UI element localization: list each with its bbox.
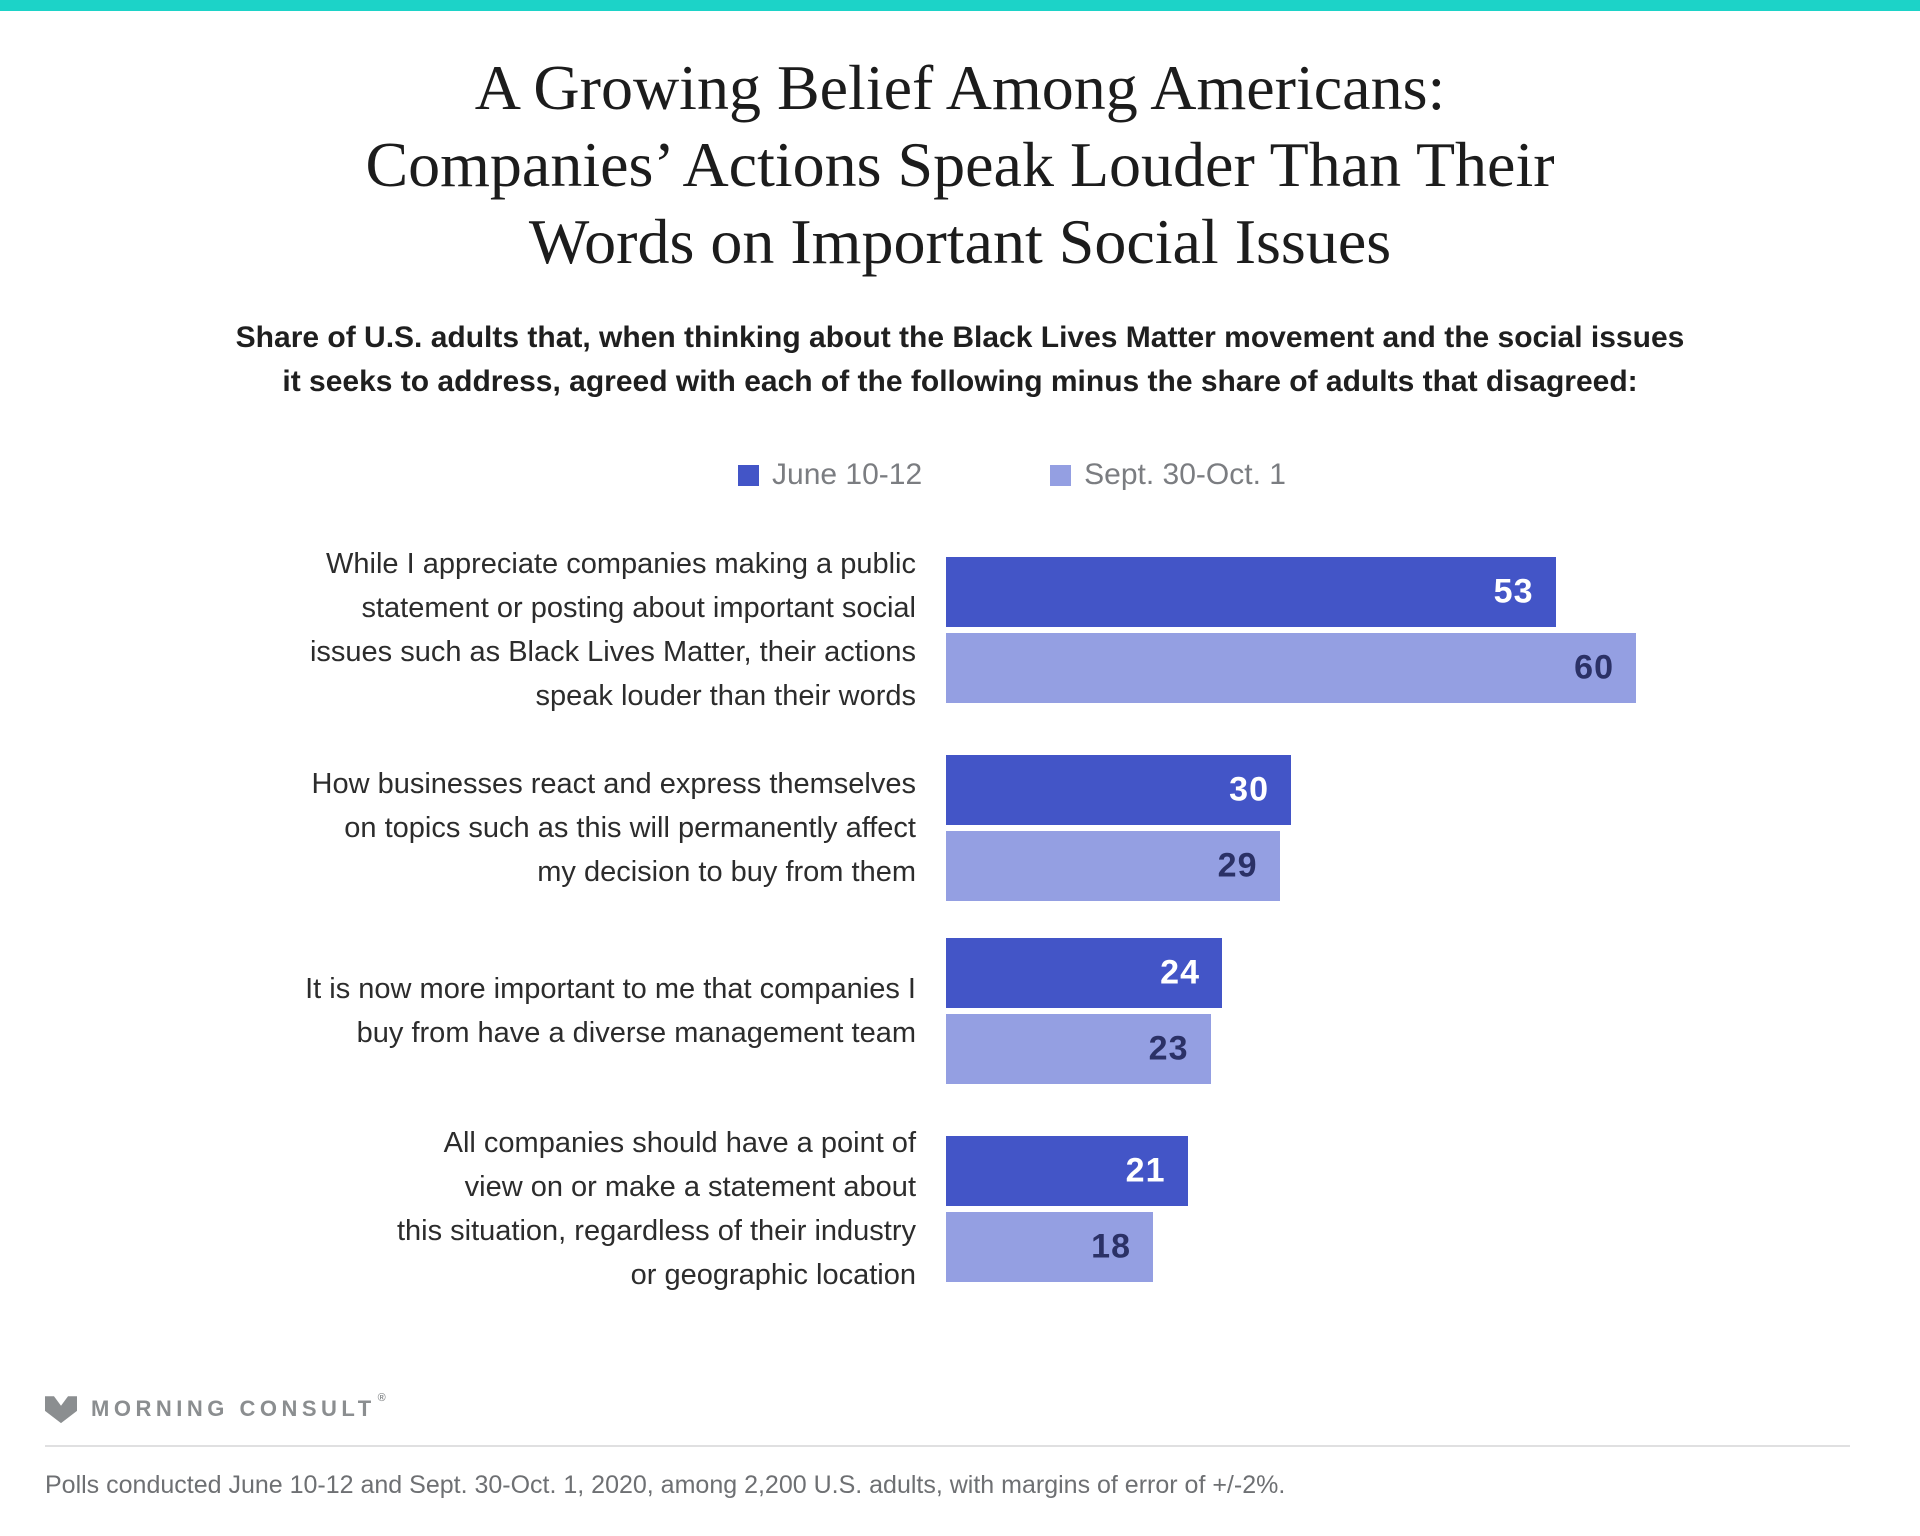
bar-june-10-12: 24 [946, 938, 1222, 1008]
bar-value-label: 24 [1160, 953, 1200, 992]
page-title-line: Words on Important Social Issues [528, 206, 1392, 277]
bar-pair: 24 23 [946, 938, 1222, 1084]
bar-june-10-12: 21 [946, 1136, 1188, 1206]
morning-consult-m-icon [45, 1396, 77, 1424]
logo-text: MORNING CONSULT ® [91, 1392, 391, 1421]
bar-june-10-12: 30 [946, 755, 1291, 825]
category-label-line: buy from have a diverse management team [356, 1017, 916, 1049]
legend-swatch [1050, 464, 1072, 486]
category-label-line: All companies should have a point of [443, 1127, 916, 1159]
category-label-line: or geographic location [630, 1259, 916, 1291]
category-label-line: While I appreciate companies making a pu… [326, 548, 916, 580]
bar-pair: 21 18 [946, 1136, 1188, 1282]
bar-sept-30-oct-1: 18 [946, 1212, 1153, 1282]
legend-swatch [738, 464, 760, 486]
morning-consult-logo: MORNING CONSULT ® [45, 1392, 1875, 1425]
footer-note: Polls conducted June 10-12 and Sept. 30-… [45, 1471, 1286, 1499]
legend: June 10-12 Sept. 30-Oct. 1 [52, 458, 1920, 492]
registered-mark-icon: ® [377, 1392, 391, 1404]
bar-sept-30-oct-1: 23 [946, 1014, 1211, 1084]
category-label: All companies should have a point of view… [0, 1121, 946, 1297]
legend-label: Sept. 30-Oct. 1 [1084, 458, 1286, 491]
bar-value-label: 18 [1091, 1227, 1131, 1266]
legend-item: Sept. 30-Oct. 1 [1050, 458, 1286, 492]
category-label-line: view on or make a statement about [464, 1171, 916, 1203]
category-label-line: speak louder than their words [535, 680, 916, 712]
category-label-line: How businesses react and express themsel… [311, 768, 916, 800]
footer: MORNING CONSULT ® Polls conducted June 10… [0, 1392, 1920, 1500]
chart-subtitle: Share of U.S. adults that, when thinking… [0, 316, 1920, 404]
category-label-line: It is now more important to me that comp… [305, 973, 916, 1005]
chart-row: How businesses react and express themsel… [0, 755, 1920, 901]
chart-subtitle-line: Share of U.S. adults that, when thinking… [235, 321, 1685, 354]
chart-subtitle-line: it seeks to address, agreed with each of… [282, 365, 1638, 398]
page-title: A Growing Belief Among Americans: Compan… [0, 49, 1920, 280]
category-label: How businesses react and express themsel… [0, 762, 946, 894]
top-accent-bar [0, 0, 1920, 11]
footer-divider [45, 1445, 1850, 1447]
bar-value-label: 30 [1229, 770, 1269, 809]
bar-sept-30-oct-1: 29 [946, 831, 1280, 901]
bar-value-label: 23 [1148, 1029, 1189, 1068]
category-label-line: this situation, regardless of their indu… [396, 1215, 916, 1247]
bar-sept-30-oct-1: 60 [946, 633, 1636, 703]
chart-row: All companies should have a point of view… [0, 1121, 1920, 1297]
category-label-line: my decision to buy from them [537, 856, 916, 888]
page-title-line: A Growing Belief Among Americans: [474, 52, 1446, 123]
bar-pair: 30 29 [946, 755, 1291, 901]
bar-value-label: 21 [1125, 1151, 1166, 1190]
bar-june-10-12: 53 [946, 557, 1556, 627]
category-label: While I appreciate companies making a pu… [0, 542, 946, 718]
legend-item: June 10-12 [738, 458, 922, 492]
chart-row: While I appreciate companies making a pu… [0, 542, 1920, 718]
category-label-line: issues such as Black Lives Matter, their… [309, 636, 916, 668]
bar-value-label: 60 [1574, 648, 1614, 687]
bar-pair: 53 60 [946, 557, 1636, 703]
chart-row: It is now more important to me that comp… [0, 938, 1920, 1084]
category-label-line: on topics such as this will permanently … [344, 812, 916, 844]
category-label-line: statement or posting about important soc… [361, 592, 916, 624]
legend-label: June 10-12 [772, 458, 923, 491]
bar-chart: While I appreciate companies making a pu… [0, 542, 1920, 1297]
page-title-line: Companies’ Actions Speak Louder Than The… [365, 129, 1555, 200]
category-label: It is now more important to me that comp… [0, 967, 946, 1055]
bar-value-label: 53 [1493, 572, 1534, 611]
bar-value-label: 29 [1217, 846, 1258, 885]
